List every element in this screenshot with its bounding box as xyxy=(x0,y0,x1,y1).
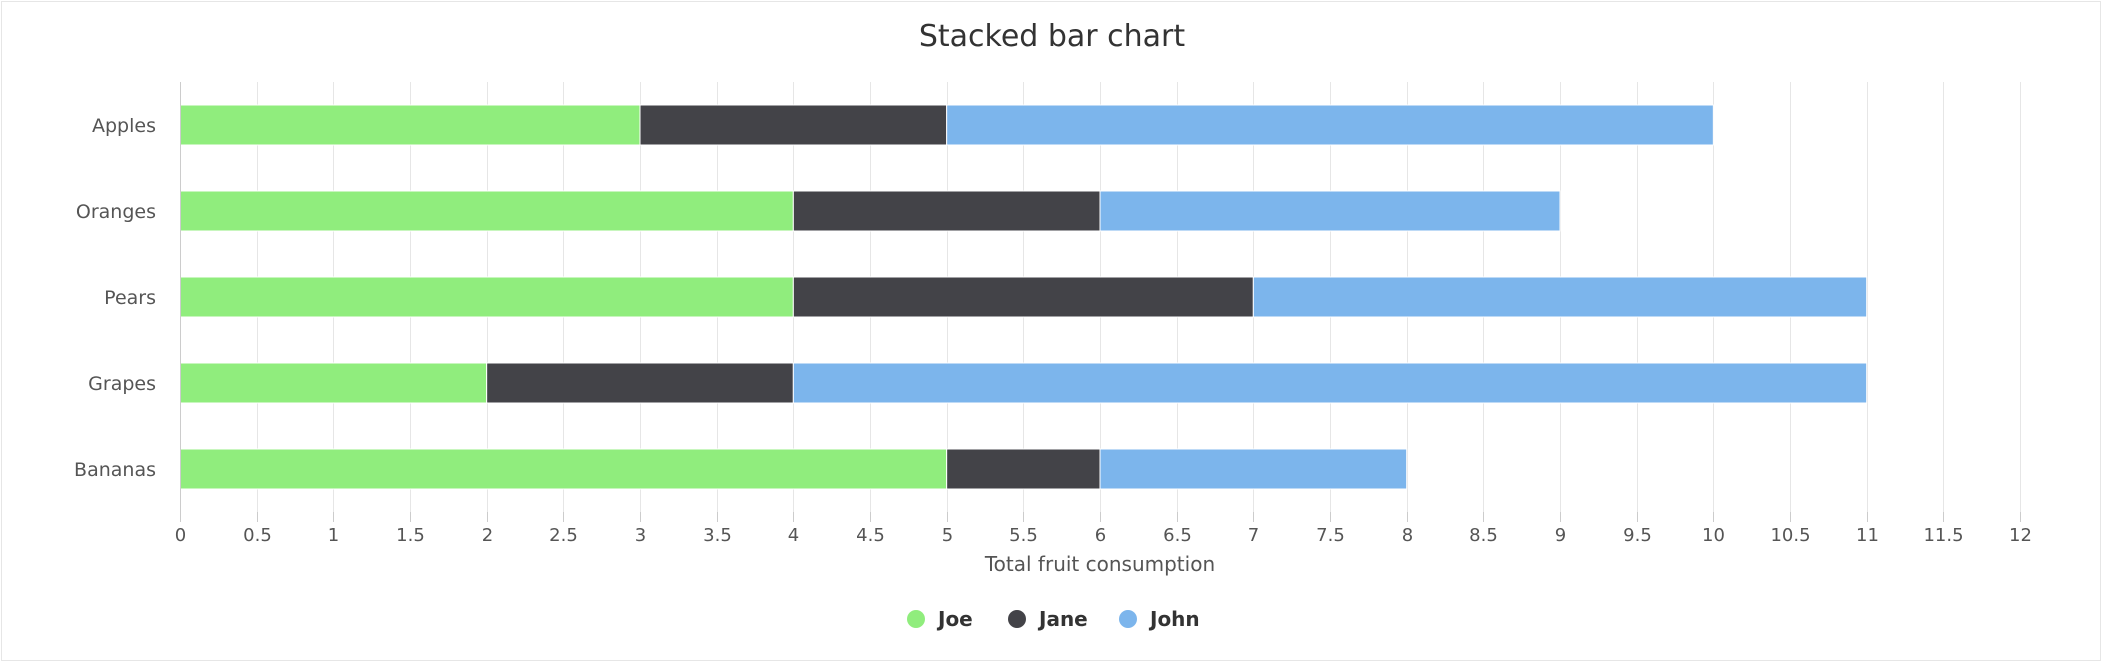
legend-label: Jane xyxy=(1037,607,1088,631)
bar-segment-joe[interactable] xyxy=(179,448,948,490)
x-tick-label: 11.5 xyxy=(1923,525,1963,546)
legend-label: Joe xyxy=(936,607,973,631)
x-tick-label: 7 xyxy=(1248,525,1259,546)
y-category-label: Bananas xyxy=(74,459,156,481)
bar-segment-john[interactable] xyxy=(792,362,1868,404)
x-tick-label: 2.5 xyxy=(549,525,578,546)
bar-segment-john[interactable] xyxy=(946,104,1714,146)
legend-item-jane[interactable]: Jane xyxy=(1008,607,1088,631)
x-tick-label: 8 xyxy=(1402,525,1413,546)
legend-label: John xyxy=(1148,607,1200,631)
x-tick-label: 3.5 xyxy=(703,525,732,546)
bar-segment-joe[interactable] xyxy=(179,104,641,146)
y-category-label: Grapes xyxy=(88,373,156,395)
x-tick-label: 2 xyxy=(482,525,493,546)
legend: Joe Jane John xyxy=(907,607,1200,631)
legend-marker xyxy=(1008,610,1026,628)
x-tick-label: 4 xyxy=(788,525,799,546)
x-tick-label: 1.5 xyxy=(396,525,425,546)
axes: 0 0.5 1 1.5 2 2.5 3 3.5 4 4.5 5 5.5 6 6.5 7 7.5 8 8.5 9 9.5… xyxy=(74,82,2032,546)
bar-segment-joe[interactable] xyxy=(179,190,794,232)
bar-segment-john[interactable] xyxy=(1252,276,1868,318)
x-tick-label: 3 xyxy=(635,525,646,546)
bar-segment-jane[interactable] xyxy=(486,362,794,404)
y-category-label: Pears xyxy=(104,287,156,309)
x-tick-label: 11 xyxy=(1856,525,1879,546)
legend-item-joe[interactable]: Joe xyxy=(907,607,973,631)
legend-marker xyxy=(1119,610,1137,628)
x-tick-label: 0 xyxy=(175,525,186,546)
x-tick-label: 1 xyxy=(328,525,339,546)
x-tick-label: 8.5 xyxy=(1469,525,1498,546)
bar-segment-joe[interactable] xyxy=(179,362,488,404)
x-axis-title: Total fruit consumption xyxy=(984,552,1215,576)
x-tick-label: 6 xyxy=(1095,525,1106,546)
x-tick-label: 12 xyxy=(2009,525,2032,546)
x-tick-label: 6.5 xyxy=(1163,525,1192,546)
x-tick-label: 7.5 xyxy=(1316,525,1345,546)
x-tick-label: 10.5 xyxy=(1770,525,1810,546)
bar-segment-joe[interactable] xyxy=(179,276,794,318)
x-tick-label: 10 xyxy=(1702,525,1725,546)
bar-segment-jane[interactable] xyxy=(639,104,948,146)
x-tick-label: 5 xyxy=(942,525,953,546)
y-category-label: Apples xyxy=(92,115,156,137)
bars xyxy=(179,104,1868,490)
y-category-label: Oranges xyxy=(76,201,156,223)
bar-segment-john[interactable] xyxy=(1099,190,1561,232)
bar-segment-jane[interactable] xyxy=(792,276,1254,318)
bar-segment-john[interactable] xyxy=(1099,448,1408,490)
bar-segment-jane[interactable] xyxy=(792,190,1101,232)
x-tick-label: 4.5 xyxy=(856,525,885,546)
bar-segment-jane[interactable] xyxy=(946,448,1101,490)
x-tick-label: 0.5 xyxy=(243,525,272,546)
x-tick-label: 9.5 xyxy=(1623,525,1652,546)
x-tick-label: 9 xyxy=(1555,525,1566,546)
chart-title: Stacked bar chart xyxy=(919,19,1186,54)
legend-item-john[interactable]: John xyxy=(1119,607,1200,631)
legend-marker xyxy=(907,610,925,628)
x-tick-label: 5.5 xyxy=(1009,525,1038,546)
